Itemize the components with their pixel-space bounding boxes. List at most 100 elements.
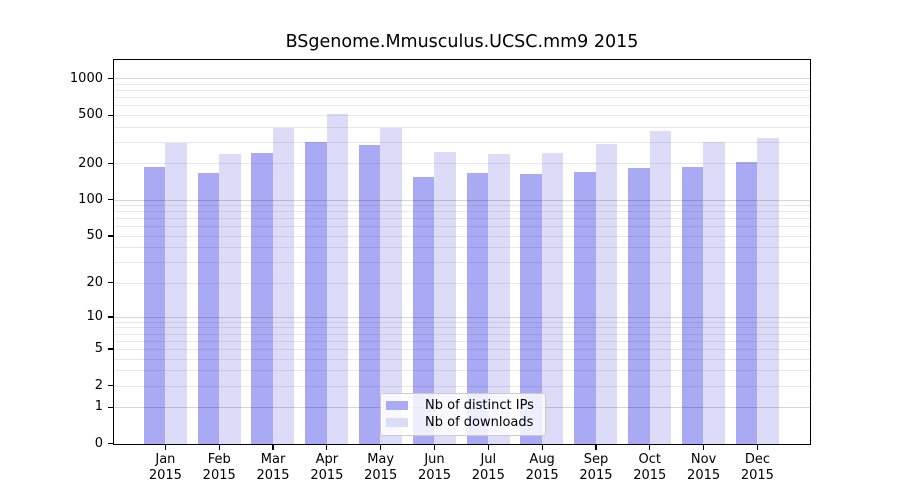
y-tick-label: 5 — [94, 341, 103, 357]
bar-distinct-ips-jan — [143, 166, 166, 444]
y-tick-label: 20 — [86, 274, 103, 290]
bar-distinct-ips-feb — [197, 173, 220, 444]
x-tick-mark — [703, 445, 705, 450]
x-tick-label-apr: Apr 2015 — [310, 451, 344, 483]
gridline-minor — [114, 163, 810, 165]
legend-swatch-distinct-ips — [386, 400, 408, 411]
x-tick-label-jun: Jun 2015 — [417, 451, 452, 483]
x-tick-label-jul: Jul 2015 — [471, 451, 505, 483]
bar-distinct-ips-apr — [305, 141, 327, 444]
gridline-minor — [114, 218, 810, 220]
bar-distinct-ips-sep — [574, 171, 596, 444]
x-tick-mark — [272, 445, 274, 450]
gridline-minor — [114, 262, 810, 264]
y-tick-label: 200 — [78, 155, 103, 171]
x-tick-label-aug: Aug 2015 — [525, 451, 559, 483]
y-tick-label: 500 — [78, 107, 103, 123]
x-tick-mark — [595, 445, 597, 450]
bar-downloads-dec — [757, 138, 779, 444]
gridline-minor — [114, 340, 810, 342]
bar-downloads-nov — [703, 142, 725, 444]
gridline-minor — [114, 370, 810, 372]
gridline-minor — [114, 84, 810, 85]
legend-item-downloads: Nb of downloads — [386, 416, 545, 429]
x-tick-mark — [649, 445, 651, 450]
y-tick-mark — [108, 78, 113, 80]
y-tick-mark — [108, 316, 113, 318]
gridline-minor — [114, 205, 810, 207]
bar-distinct-ips-dec — [735, 162, 758, 444]
gridline-major — [114, 199, 810, 201]
gridline-minor — [114, 105, 810, 107]
bar-downloads-apr — [326, 114, 349, 444]
y-tick-label: 1000 — [69, 70, 103, 86]
gridline-minor — [114, 247, 810, 249]
y-tick-mark — [108, 443, 113, 445]
gridline-major — [114, 316, 810, 318]
x-tick-mark — [433, 445, 436, 450]
bar-downloads-jul — [488, 154, 510, 444]
bar-downloads-sep — [595, 143, 618, 444]
gridline-minor — [114, 282, 810, 284]
x-tick-label-dec: Dec 2015 — [740, 451, 774, 483]
x-tick-label-nov: Nov 2015 — [687, 451, 721, 483]
gridline-minor — [114, 211, 810, 213]
x-tick-mark — [541, 445, 543, 450]
y-tick-mark — [108, 114, 113, 116]
bar-downloads-feb — [219, 154, 241, 444]
x-tick-label-oct: Oct 2015 — [633, 451, 667, 483]
legend: Nb of distinct IPs Nb of downloads — [380, 392, 546, 436]
plot-inner — [114, 60, 810, 444]
bar-downloads-may — [380, 127, 402, 444]
y-tick-mark — [108, 199, 113, 201]
y-tick-mark — [108, 235, 113, 237]
legend-swatch-downloads — [386, 417, 408, 428]
y-tick-mark — [108, 406, 113, 408]
gridline-minor — [114, 333, 810, 335]
x-tick-label-mar: Mar 2015 — [256, 451, 290, 483]
gridline-minor — [114, 327, 810, 329]
legend-item-distinct-ips: Nb of distinct IPs — [386, 399, 545, 412]
bar-distinct-ips-aug — [520, 174, 542, 444]
bar-distinct-ips-mar — [251, 153, 273, 444]
y-tick-mark — [108, 385, 113, 387]
y-tick-mark — [108, 162, 113, 165]
y-tick-label: 1 — [94, 399, 103, 415]
y-tick-label: 0 — [94, 435, 103, 451]
gridline-minor — [114, 321, 810, 323]
y-tick-label: 2 — [94, 377, 103, 393]
x-tick-mark — [326, 445, 328, 450]
legend-label-distinct-ips: Nb of distinct IPs — [425, 398, 534, 413]
x-tick-mark — [487, 445, 489, 450]
x-tick-mark — [164, 445, 166, 450]
bar-distinct-ips-jun — [412, 176, 435, 444]
gridline-minor — [114, 115, 810, 117]
gridline-minor — [114, 226, 810, 228]
bar-distinct-ips-jul — [466, 172, 489, 444]
gridline-minor — [114, 97, 810, 99]
bar-distinct-ips-may — [358, 144, 381, 444]
x-tick-mark — [756, 445, 758, 450]
gridline-minor — [114, 235, 810, 237]
gridline-minor — [114, 385, 810, 387]
gridline-minor — [114, 141, 810, 143]
bar-downloads-mar — [272, 127, 295, 444]
y-tick-label: 100 — [78, 191, 103, 207]
y-tick-label: 10 — [86, 309, 103, 325]
plot-area — [113, 58, 811, 445]
x-tick-label-jan: Jan 2015 — [148, 451, 182, 483]
gridline-minor — [114, 126, 810, 128]
gridline-major — [114, 78, 810, 80]
chart-title: BSgenome.Mmusculus.UCSC.mm9 2015 — [285, 32, 639, 52]
bar-downloads-jun — [434, 152, 456, 444]
bar-distinct-ips-oct — [628, 168, 650, 444]
x-tick-label-may: May 2015 — [364, 451, 398, 483]
gridline-minor — [114, 348, 810, 350]
x-tick-label-feb: Feb 2015 — [202, 451, 236, 483]
x-tick-label-sep: Sep 2015 — [579, 451, 613, 483]
gridline-minor — [114, 358, 810, 360]
x-tick-mark — [380, 445, 382, 450]
y-tick-mark — [108, 348, 113, 350]
y-tick-label: 50 — [86, 227, 103, 243]
